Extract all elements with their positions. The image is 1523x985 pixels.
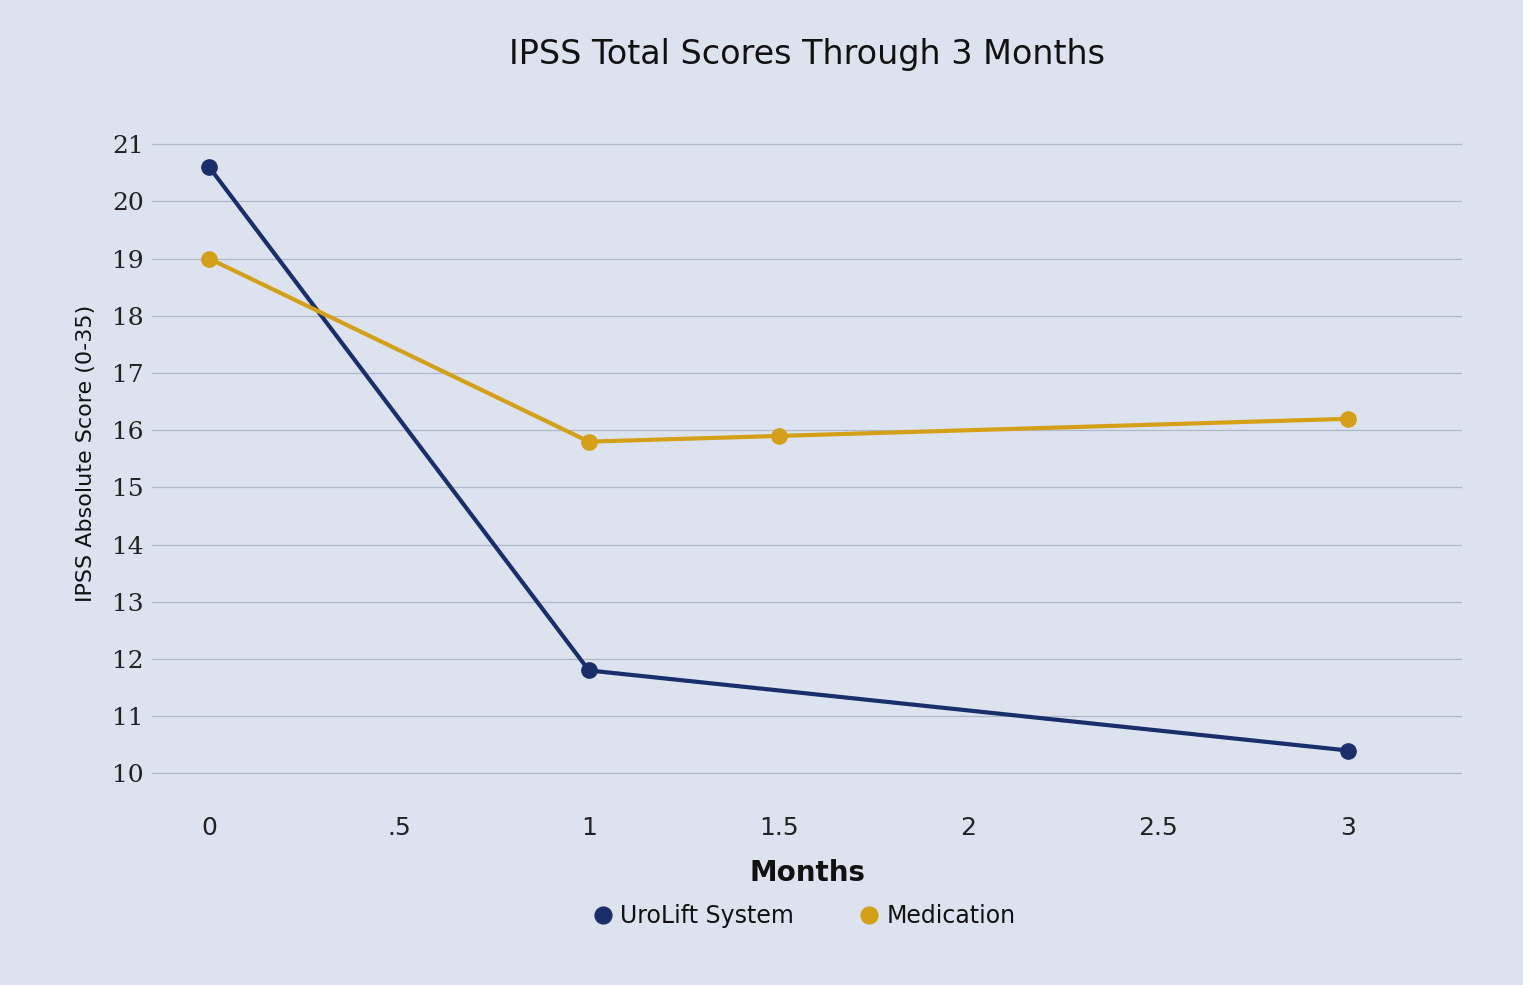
X-axis label: Months: Months	[749, 860, 865, 887]
UroLift System	[580, 665, 599, 677]
Title: IPSS Total Scores Through 3 Months: IPSS Total Scores Through 3 Months	[509, 37, 1106, 71]
UroLift System	[1339, 745, 1357, 756]
UroLift System	[200, 162, 218, 173]
Y-axis label: IPSS Absolute Score (0-35): IPSS Absolute Score (0-35)	[76, 304, 96, 602]
Medication	[1339, 413, 1357, 425]
Legend: UroLift System, Medication: UroLift System, Medication	[589, 894, 1025, 938]
Medication	[200, 253, 218, 265]
Line: Medication: Medication	[201, 251, 1355, 449]
Line: UroLift System: UroLift System	[201, 160, 1355, 758]
Medication	[580, 435, 599, 447]
Medication	[769, 430, 787, 442]
